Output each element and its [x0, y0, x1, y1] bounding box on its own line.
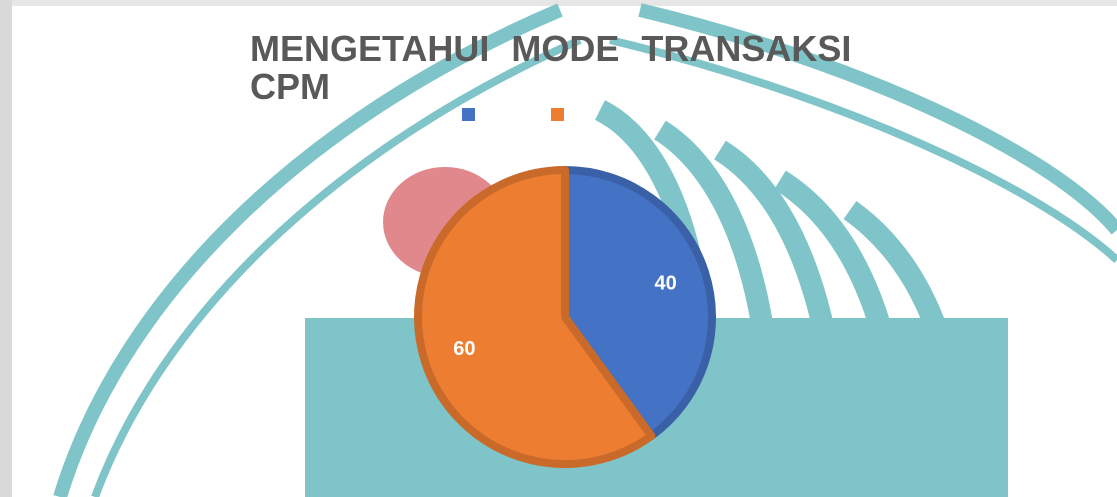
chart-title: MENGETAHUI MODE TRANSAKSI CPM — [250, 28, 852, 107]
pie: 40 60 — [414, 166, 716, 468]
legend-swatch — [462, 108, 475, 121]
data-label: 40 — [655, 273, 677, 295]
legend — [462, 108, 564, 121]
legend-swatch — [551, 108, 564, 121]
pie-slice — [414, 166, 656, 468]
data-label: 60 — [453, 338, 475, 360]
pie-slice — [561, 166, 716, 440]
